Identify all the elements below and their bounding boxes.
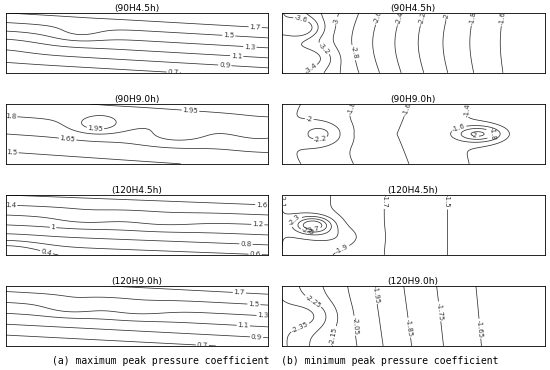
Text: -1.75: -1.75 xyxy=(436,302,444,321)
Text: -2.25: -2.25 xyxy=(304,293,322,309)
Text: 1.5: 1.5 xyxy=(7,149,18,156)
Title: (120H4.5h): (120H4.5h) xyxy=(112,186,162,195)
Title: (90H4.5h): (90H4.5h) xyxy=(390,4,436,13)
Text: 0.4: 0.4 xyxy=(40,248,53,256)
Text: 1.2: 1.2 xyxy=(252,221,263,228)
Text: 0.6: 0.6 xyxy=(250,251,261,258)
Text: 1.3: 1.3 xyxy=(244,44,256,50)
Text: 0.9: 0.9 xyxy=(251,334,262,340)
Text: -3.4: -3.4 xyxy=(304,63,318,75)
Text: 1.95: 1.95 xyxy=(183,107,199,114)
Text: -2.2: -2.2 xyxy=(313,135,327,143)
Text: -1.8: -1.8 xyxy=(346,101,356,115)
Text: 1.1: 1.1 xyxy=(231,53,243,59)
Text: 1.65: 1.65 xyxy=(59,135,76,143)
Text: -1.5: -1.5 xyxy=(444,194,450,208)
Text: -1.4: -1.4 xyxy=(464,102,471,117)
Text: 1: 1 xyxy=(51,224,56,231)
Text: -2.15: -2.15 xyxy=(328,326,338,345)
Text: -2: -2 xyxy=(471,132,478,139)
Text: (a) maximum peak pressure coefficient  (b) minimum peak pressure coefficient: (a) maximum peak pressure coefficient (b… xyxy=(52,356,498,366)
Text: 0.7: 0.7 xyxy=(196,342,208,349)
Text: -1.6: -1.6 xyxy=(498,11,506,26)
Title: (120H9.0h): (120H9.0h) xyxy=(388,277,438,286)
Text: 1.5: 1.5 xyxy=(223,32,234,39)
Text: -2.3: -2.3 xyxy=(288,213,302,227)
Text: -1.85: -1.85 xyxy=(405,318,414,337)
Text: -2.7: -2.7 xyxy=(306,225,321,234)
Text: 1.1: 1.1 xyxy=(238,322,249,329)
Text: -1.65: -1.65 xyxy=(476,319,483,338)
Text: -1.9: -1.9 xyxy=(335,243,350,255)
Text: -2: -2 xyxy=(443,12,450,20)
Text: -2.5: -2.5 xyxy=(301,227,315,236)
Text: -3: -3 xyxy=(333,17,340,25)
Text: -2.4: -2.4 xyxy=(395,11,404,26)
Text: -2.6: -2.6 xyxy=(373,10,383,25)
Text: -1.8: -1.8 xyxy=(469,11,477,25)
Text: 1.95: 1.95 xyxy=(87,125,103,132)
Text: -1.6: -1.6 xyxy=(451,123,466,133)
Text: -1.8: -1.8 xyxy=(489,126,497,141)
Text: -3.6: -3.6 xyxy=(294,14,309,24)
Text: -2.35: -2.35 xyxy=(290,321,310,334)
Title: (120H4.5h): (120H4.5h) xyxy=(388,186,438,195)
Text: 1.5: 1.5 xyxy=(248,301,260,307)
Text: -2.05: -2.05 xyxy=(351,316,359,335)
Text: 1.7: 1.7 xyxy=(250,24,261,30)
Text: -1.6: -1.6 xyxy=(402,101,412,117)
Text: -1.95: -1.95 xyxy=(371,285,380,304)
Text: 0.9: 0.9 xyxy=(219,62,230,69)
Text: 1.3: 1.3 xyxy=(257,312,269,319)
Text: -1.7: -1.7 xyxy=(381,194,387,208)
Text: 0.7: 0.7 xyxy=(168,69,179,76)
Title: (120H9.0h): (120H9.0h) xyxy=(112,277,162,286)
Title: (90H9.0h): (90H9.0h) xyxy=(390,95,436,104)
Text: 1.6: 1.6 xyxy=(256,202,267,208)
Title: (90H4.5h): (90H4.5h) xyxy=(114,4,160,13)
Text: -2.2: -2.2 xyxy=(417,11,427,25)
Title: (90H9.0h): (90H9.0h) xyxy=(114,95,160,104)
Text: -2.1: -2.1 xyxy=(278,194,285,208)
Text: 1.8: 1.8 xyxy=(5,113,16,120)
Text: -2: -2 xyxy=(306,116,313,122)
Text: 0.8: 0.8 xyxy=(240,241,252,247)
Text: -3.2: -3.2 xyxy=(317,41,331,55)
Text: -2.8: -2.8 xyxy=(349,45,358,60)
Text: 1.7: 1.7 xyxy=(234,289,245,296)
Text: 1.4: 1.4 xyxy=(5,202,16,208)
